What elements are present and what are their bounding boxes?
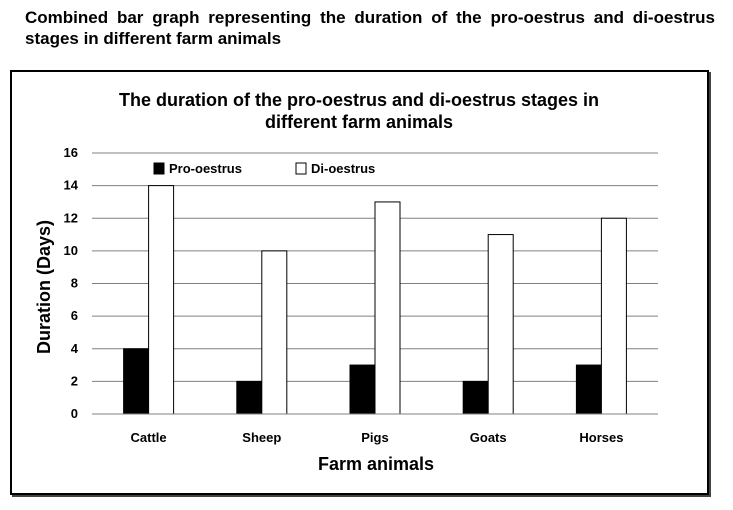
legend-swatch-pro-oestrus: [153, 162, 165, 175]
bar-di-oestrus-sheep: [261, 250, 288, 415]
legend: Pro-oestrus Di-oestrus: [153, 161, 375, 176]
y-tick-label: 2: [71, 373, 78, 388]
legend-swatch-di-oestrus: [295, 162, 307, 175]
y-tick-label: 8: [71, 276, 78, 291]
y-axis-label: Duration (Days): [34, 220, 54, 354]
bar-pro-oestrus-sheep: [236, 380, 263, 415]
x-tick-label-pigs: Pigs: [361, 430, 388, 445]
chart-frame: [10, 70, 709, 495]
y-tick-label: 6: [71, 308, 78, 323]
page-heading: Combined bar graph representing the dura…: [25, 8, 715, 48]
bar-pro-oestrus-horses: [575, 364, 602, 415]
x-tick-label-cattle: Cattle: [131, 430, 167, 445]
bar-di-oestrus-goats: [487, 234, 514, 415]
x-axis-label: Farm animals: [318, 454, 434, 474]
y-tick-label: 4: [71, 341, 79, 356]
legend-label-pro-oestrus: Pro-oestrus: [169, 161, 242, 176]
legend-label-di-oestrus: Di-oestrus: [311, 161, 375, 176]
y-tick-label: 12: [64, 210, 78, 225]
chart-title-line-1: The duration of the pro-oestrus and di-o…: [119, 90, 599, 110]
x-tick-label-horses: Horses: [579, 430, 623, 445]
bar-di-oestrus-pigs: [374, 201, 401, 415]
y-tick-labels: 0 2 4 6 8 10 12 14 16: [64, 145, 79, 421]
x-tick-label-sheep: Sheep: [242, 430, 281, 445]
bar-pro-oestrus-cattle: [123, 348, 150, 415]
x-tick-label-goats: Goats: [470, 430, 507, 445]
y-tick-label: 10: [64, 243, 78, 258]
y-tick-label: 14: [64, 178, 79, 193]
bar-pro-oestrus-pigs: [349, 364, 376, 415]
bar-di-oestrus-horses: [600, 217, 627, 415]
bar-di-oestrus-cattle: [148, 185, 175, 415]
chart-title-line-2: different farm animals: [265, 112, 453, 132]
bar-pro-oestrus-goats: [462, 380, 489, 415]
bars: [123, 185, 627, 415]
y-tick-label: 0: [71, 406, 78, 421]
x-tick-labels: Cattle Sheep Pigs Goats Horses: [131, 430, 624, 445]
y-tick-label: 16: [64, 145, 78, 160]
